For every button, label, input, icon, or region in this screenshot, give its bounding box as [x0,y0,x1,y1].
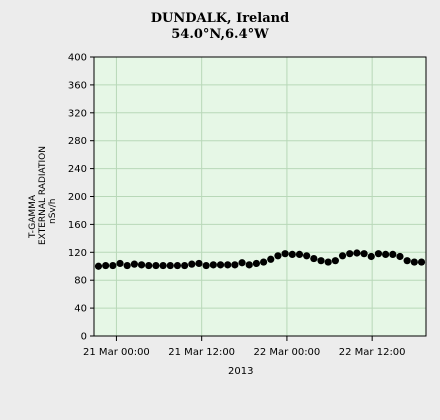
data-point [367,252,375,261]
data-point [238,259,246,267]
data-point [252,259,261,268]
data-point [231,261,239,269]
y-tick-label: 400 [68,53,87,64]
data-point [202,261,210,270]
data-point [195,259,203,268]
y-tick-label: 280 [68,136,87,147]
data-point [281,250,289,258]
data-point [396,252,404,261]
data-point [145,261,153,270]
y-tick-label: 320 [68,108,87,119]
data-point [374,250,383,258]
data-point [224,261,232,269]
y-tick-label: 40 [74,304,87,315]
data-point [346,250,354,258]
data-point [152,261,160,270]
data-point [109,261,117,270]
data-point [130,260,138,268]
data-point [267,255,275,263]
y-tick-label: 240 [68,164,87,175]
data-point [295,250,304,258]
data-point [274,252,282,260]
y-tick-label: 120 [68,248,87,259]
data-point [209,261,217,269]
data-point [181,261,189,270]
data-point [173,261,182,270]
data-point [137,261,146,269]
data-point [159,261,167,270]
data-point [353,249,361,257]
data-point [123,261,131,270]
data-point [245,261,253,269]
data-point [102,261,110,270]
y-tick-label: 160 [68,220,87,231]
data-point [216,261,225,269]
data-point [116,259,124,268]
data-point [382,250,390,258]
y-tick-label: 200 [68,192,87,203]
data-point [417,258,426,266]
x-tick-label: 22 Mar 12:00 [339,347,406,358]
y-tick-label: 0 [81,332,87,343]
data-point [166,261,174,270]
data-point [259,258,268,266]
x-tick-label: 22 Mar 00:00 [254,347,321,358]
plot-border [93,56,427,337]
data-point [331,257,339,265]
data-point [188,260,196,268]
data-point [410,258,418,266]
data-point [403,257,411,265]
x-axis-label: 2013 [228,366,254,377]
data-point [324,258,332,266]
data-point [389,250,397,258]
x-tick-label: 21 Mar 00:00 [83,347,150,358]
chart-subtitle: 54.0°N,6.4°W [171,27,269,42]
x-tick-label: 21 Mar 12:00 [168,347,235,358]
y-tick-label: 360 [68,80,87,91]
data-point [303,252,311,260]
data-point [338,252,347,260]
chart-title: DUNDALK, Ireland [150,11,290,26]
data-point [288,250,296,258]
data-point [94,262,103,270]
y-tick-label: 80 [74,276,87,287]
data-point [310,254,318,263]
data-point [317,257,325,265]
data-point [360,250,368,258]
